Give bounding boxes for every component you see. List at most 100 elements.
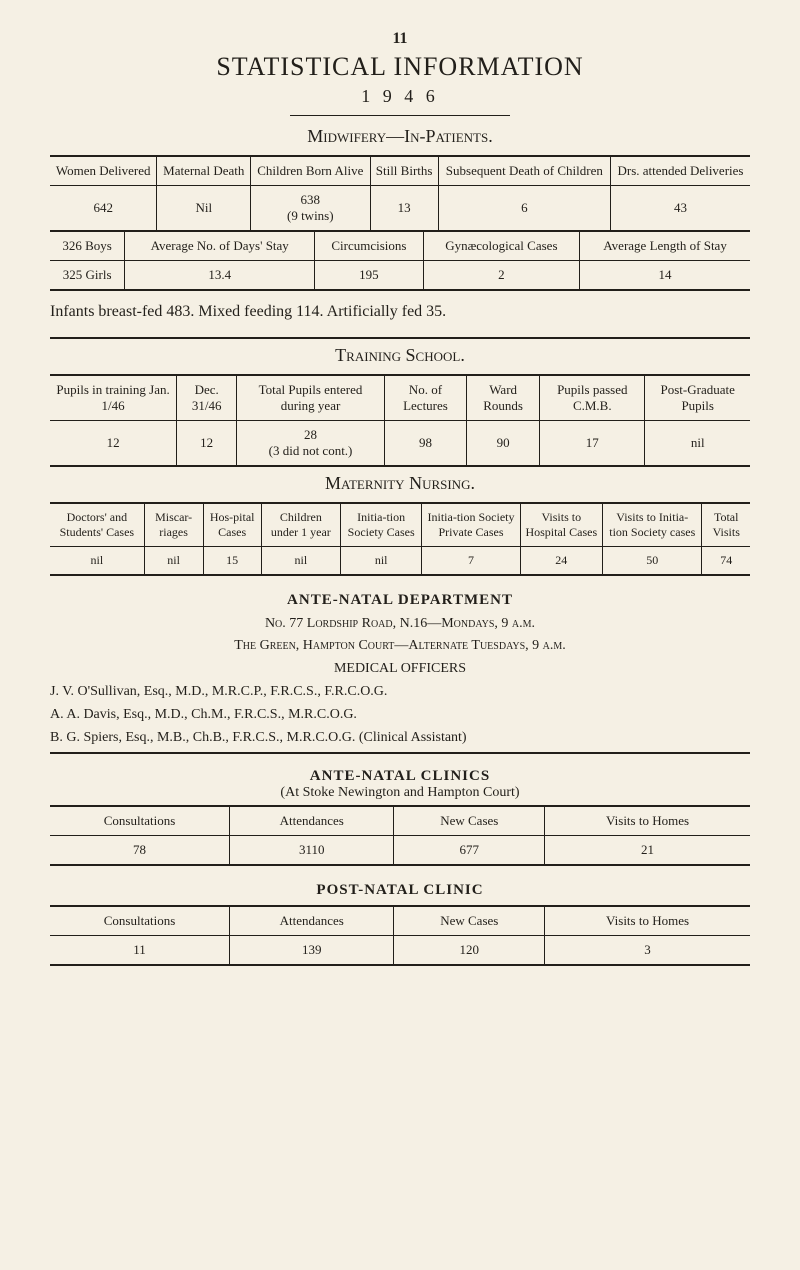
col-header: Gynæcological Cases — [423, 232, 579, 261]
rule — [50, 337, 750, 339]
maternity-table: Doctors' and Students' Cases Miscar-riag… — [50, 504, 750, 574]
antenatal-clinics-table: Consultations Attendances New Cases Visi… — [50, 807, 750, 864]
col-header: Pupils in training Jan. 1/46 — [50, 376, 177, 421]
cell: 43 — [610, 186, 750, 231]
cell: 3110 — [230, 835, 394, 864]
col-header: New Cases — [394, 907, 545, 936]
cell: nil — [144, 546, 203, 574]
rule — [50, 864, 750, 866]
col-header: Average Length of Stay — [580, 232, 750, 261]
cell: 638 (9 twins) — [251, 186, 370, 231]
cell: 90 — [467, 420, 540, 465]
col-header: Drs. attended Deliveries — [610, 157, 750, 186]
col-header: Ward Rounds — [467, 376, 540, 421]
col-header: Consultations — [50, 907, 230, 936]
cell: 24 — [520, 546, 603, 574]
cell: 17 — [540, 420, 645, 465]
col-header: Children under 1 year — [261, 504, 340, 547]
col-header: Attendances — [230, 807, 394, 836]
antenatal-clinics-title: ANTE-NATAL CLINICS — [50, 768, 750, 785]
col-header: Visits to Homes — [545, 907, 750, 936]
training-label: Training School. — [50, 345, 750, 366]
divider-short — [290, 115, 510, 116]
col-header: Post-Graduate Pupils — [645, 376, 750, 421]
postnatal-title: POST-NATAL CLINIC — [50, 882, 750, 899]
cell: 12 — [177, 420, 237, 465]
cell: 2 — [423, 261, 579, 290]
col-header: Visits to Homes — [545, 807, 750, 836]
cell: 11 — [50, 935, 230, 964]
cell: 78 — [50, 835, 230, 864]
rule — [50, 465, 750, 467]
col-header: Visits to Initia-tion Society cases — [603, 504, 702, 547]
main-title: STATISTICAL INFORMATION — [50, 52, 750, 82]
col-header: Still Births — [370, 157, 438, 186]
page-number: 11 — [50, 30, 750, 48]
cell: 98 — [384, 420, 466, 465]
col-header: Average No. of Days' Stay — [125, 232, 315, 261]
col-header: Initia-tion Society Private Cases — [422, 504, 520, 547]
col-header: Total Visits — [702, 504, 750, 547]
cell: 13 — [370, 186, 438, 231]
infants-line: Infants breast-fed 483. Mixed feeding 11… — [50, 301, 750, 323]
midwifery-label: Midwifery—In-Patients. — [50, 126, 750, 147]
col-header: Total Pupils entered during year — [237, 376, 385, 421]
antenatal-line-1: No. 77 Lordship Road, N.16—Mondays, 9 a.… — [50, 615, 750, 634]
cell: Nil — [157, 186, 251, 231]
cell: 74 — [702, 546, 750, 574]
cell: 14 — [580, 261, 750, 290]
maternity-label: Maternity Nursing. — [50, 473, 750, 494]
col-header: Attendances — [230, 907, 394, 936]
postnatal-table: Consultations Attendances New Cases Visi… — [50, 907, 750, 964]
officer-3: B. G. Spiers, Esq., M.B., Ch.B., F.R.C.S… — [50, 729, 750, 748]
col-header: Initia-tion Society Cases — [340, 504, 422, 547]
cell: 50 — [603, 546, 702, 574]
col-header: No. of Lectures — [384, 376, 466, 421]
cell: 12 — [50, 420, 177, 465]
cell: 642 — [50, 186, 157, 231]
cell: nil — [645, 420, 750, 465]
col-header: Circumcisions — [315, 232, 423, 261]
cell: 21 — [545, 835, 750, 864]
col-header: Dec. 31/46 — [177, 376, 237, 421]
col-header: Women Delivered — [50, 157, 157, 186]
cell: 195 — [315, 261, 423, 290]
midwifery-table-1: Women Delivered Maternal Death Children … — [50, 157, 750, 230]
cell: nil — [50, 546, 144, 574]
midwifery-table-2: 326 Boys Average No. of Days' Stay Circu… — [50, 232, 750, 289]
cell: nil — [261, 546, 340, 574]
cell: 3 — [545, 935, 750, 964]
cell: 120 — [394, 935, 545, 964]
cell: 15 — [203, 546, 261, 574]
cell: 6 — [438, 186, 610, 231]
cell: 13.4 — [125, 261, 315, 290]
officer-2: A. A. Davis, Esq., M.D., Ch.M., F.R.C.S.… — [50, 706, 750, 725]
col-header: Maternal Death — [157, 157, 251, 186]
cell: 139 — [230, 935, 394, 964]
col-header: Doctors' and Students' Cases — [50, 504, 144, 547]
training-table: Pupils in training Jan. 1/46 Dec. 31/46 … — [50, 376, 750, 465]
antenatal-clinics-subtitle: (At Stoke Newington and Hampton Court) — [50, 785, 750, 801]
cell: nil — [340, 546, 422, 574]
cell: 7 — [422, 546, 520, 574]
rule — [50, 964, 750, 966]
cell: 28 (3 did not cont.) — [237, 420, 385, 465]
antenatal-line-2: The Green, Hampton Court—Alternate Tuesd… — [50, 637, 750, 656]
col-header: New Cases — [394, 807, 545, 836]
col-header: Visits to Hospital Cases — [520, 504, 603, 547]
col-header: Subsequent Death of Children — [438, 157, 610, 186]
cell: 325 Girls — [50, 261, 125, 290]
antenatal-dept-title: ANTE-NATAL DEPARTMENT — [50, 592, 750, 609]
rule — [50, 574, 750, 576]
rule — [50, 289, 750, 291]
col-header: 326 Boys — [50, 232, 125, 261]
col-header: Children Born Alive — [251, 157, 370, 186]
officers-label: MEDICAL OFFICERS — [50, 660, 750, 679]
col-header: Pupils passed C.M.B. — [540, 376, 645, 421]
officer-1: J. V. O'Sullivan, Esq., M.D., M.R.C.P., … — [50, 683, 750, 702]
rule — [50, 752, 750, 754]
col-header: Hos-pital Cases — [203, 504, 261, 547]
cell: 677 — [394, 835, 545, 864]
col-header: Consultations — [50, 807, 230, 836]
year: 1 9 4 6 — [50, 86, 750, 107]
